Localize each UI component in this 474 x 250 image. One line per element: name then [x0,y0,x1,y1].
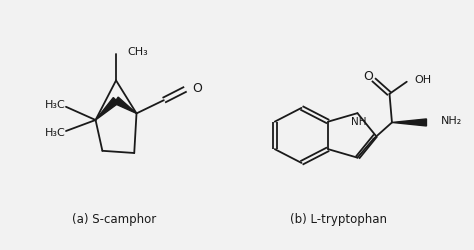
Text: O: O [363,70,373,83]
Text: H₃C: H₃C [46,128,66,138]
Text: NH: NH [351,116,366,126]
Polygon shape [96,98,119,120]
Text: CH₃: CH₃ [128,47,148,57]
Text: (b) L-tryptophan: (b) L-tryptophan [290,212,387,226]
Text: OH: OH [415,74,432,85]
Text: NH₂: NH₂ [441,116,463,126]
Polygon shape [114,97,137,114]
Polygon shape [392,119,427,126]
Text: O: O [193,82,202,94]
Text: H₃C: H₃C [46,100,66,110]
Text: (a) S-camphor: (a) S-camphor [72,212,156,226]
